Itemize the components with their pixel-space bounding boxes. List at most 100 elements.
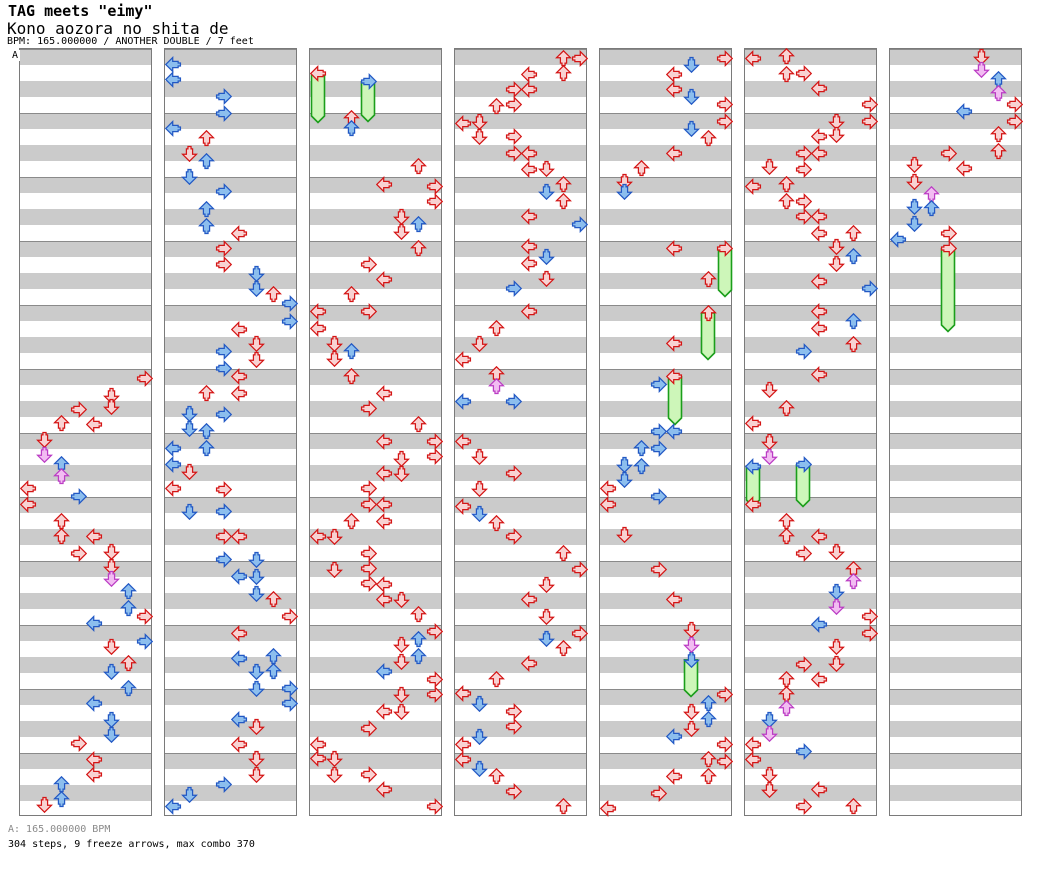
note-right-icon bbox=[360, 255, 377, 273]
note-right-icon bbox=[360, 765, 377, 783]
note-down-icon bbox=[392, 223, 410, 240]
note-right-icon bbox=[427, 685, 444, 703]
note-up-icon bbox=[778, 399, 796, 416]
note-down-icon bbox=[181, 168, 199, 185]
note-right-icon bbox=[505, 95, 522, 113]
note-down-icon bbox=[181, 463, 199, 480]
note-down-icon bbox=[247, 265, 265, 282]
note-up-icon bbox=[989, 70, 1007, 87]
note-up-icon bbox=[554, 797, 572, 814]
note-left-icon bbox=[521, 80, 538, 98]
chart-column-3 bbox=[309, 48, 444, 816]
note-left-icon bbox=[86, 694, 103, 712]
note-up-icon bbox=[409, 630, 427, 647]
note-up-icon bbox=[119, 679, 137, 696]
note-down-icon bbox=[616, 526, 634, 543]
note-up-icon bbox=[778, 192, 796, 209]
note-up-icon bbox=[778, 512, 796, 529]
note-left-icon bbox=[599, 495, 616, 513]
note-left-icon bbox=[811, 302, 828, 320]
note-down-icon bbox=[471, 335, 489, 352]
note-down-icon bbox=[616, 173, 634, 190]
note-left-icon bbox=[666, 767, 683, 785]
note-left-icon bbox=[164, 479, 181, 497]
note-left-icon bbox=[376, 702, 393, 720]
note-down-icon bbox=[326, 750, 344, 767]
note-left-icon bbox=[231, 649, 248, 667]
note-right-icon bbox=[1007, 95, 1024, 113]
note-up-icon bbox=[488, 97, 506, 114]
note-down-icon bbox=[247, 335, 265, 352]
note-left-icon bbox=[376, 780, 393, 798]
note-left-icon bbox=[811, 365, 828, 383]
note-down-icon bbox=[682, 651, 700, 668]
note-down-icon bbox=[537, 183, 555, 200]
note-up-icon bbox=[699, 129, 717, 146]
note-left-icon bbox=[376, 464, 393, 482]
freeze-tail bbox=[311, 73, 326, 124]
note-up-icon bbox=[264, 662, 282, 679]
note-down-icon bbox=[682, 720, 700, 737]
note-right-icon bbox=[360, 495, 377, 513]
note-down-icon bbox=[392, 686, 410, 703]
note-right-icon bbox=[282, 294, 299, 312]
note-left-icon bbox=[309, 735, 326, 753]
note-up-icon bbox=[53, 414, 71, 431]
note-down-icon bbox=[761, 766, 779, 783]
note-right-icon bbox=[505, 464, 522, 482]
note-up-icon bbox=[844, 335, 862, 352]
note-right-icon bbox=[137, 632, 154, 650]
note-left-icon bbox=[231, 624, 248, 642]
note-up-icon bbox=[198, 129, 216, 146]
note-left-icon bbox=[309, 64, 326, 82]
note-up-icon bbox=[53, 790, 71, 807]
note-left-icon bbox=[811, 272, 828, 290]
note-right-icon bbox=[717, 685, 734, 703]
note-left-icon bbox=[164, 455, 181, 473]
note-down-icon bbox=[761, 725, 779, 742]
note-down-icon bbox=[326, 335, 344, 352]
note-down-icon bbox=[36, 796, 54, 813]
note-left-icon bbox=[309, 319, 326, 337]
note-right-icon bbox=[215, 480, 232, 498]
note-down-icon bbox=[181, 503, 199, 520]
note-right-icon bbox=[360, 719, 377, 737]
note-left-icon bbox=[666, 65, 683, 83]
chart-column-2 bbox=[164, 48, 299, 816]
note-right-icon bbox=[427, 622, 444, 640]
note-left-icon bbox=[666, 590, 683, 608]
note-down-icon bbox=[36, 431, 54, 448]
note-right-icon bbox=[862, 607, 879, 625]
note-right-icon bbox=[282, 607, 299, 625]
note-down-icon bbox=[827, 583, 845, 600]
note-down-icon bbox=[181, 145, 199, 162]
note-left-icon bbox=[86, 765, 103, 783]
note-up-icon bbox=[488, 670, 506, 687]
note-right-icon bbox=[427, 670, 444, 688]
note-right-icon bbox=[650, 487, 667, 505]
note-up-icon bbox=[699, 270, 717, 287]
note-down-icon bbox=[827, 598, 845, 615]
note-left-icon bbox=[376, 495, 393, 513]
note-right-icon bbox=[795, 192, 812, 210]
note-down-icon bbox=[761, 158, 779, 175]
note-down-icon bbox=[247, 663, 265, 680]
note-down-icon bbox=[392, 450, 410, 467]
note-down-icon bbox=[906, 156, 924, 173]
note-left-icon bbox=[376, 384, 393, 402]
note-left-icon bbox=[454, 114, 471, 132]
note-right-icon bbox=[505, 279, 522, 297]
note-right-icon bbox=[505, 702, 522, 720]
note-left-icon bbox=[666, 80, 683, 98]
note-right-icon bbox=[215, 182, 232, 200]
chart-column-7 bbox=[889, 48, 1024, 816]
note-down-icon bbox=[247, 750, 265, 767]
note-down-icon bbox=[761, 711, 779, 728]
note-up-icon bbox=[989, 84, 1007, 101]
note-up-icon bbox=[343, 285, 361, 302]
note-up-icon bbox=[119, 599, 137, 616]
note-left-icon bbox=[666, 422, 683, 440]
note-up-icon bbox=[53, 527, 71, 544]
note-right-icon bbox=[70, 487, 87, 505]
note-left-icon bbox=[744, 750, 761, 768]
